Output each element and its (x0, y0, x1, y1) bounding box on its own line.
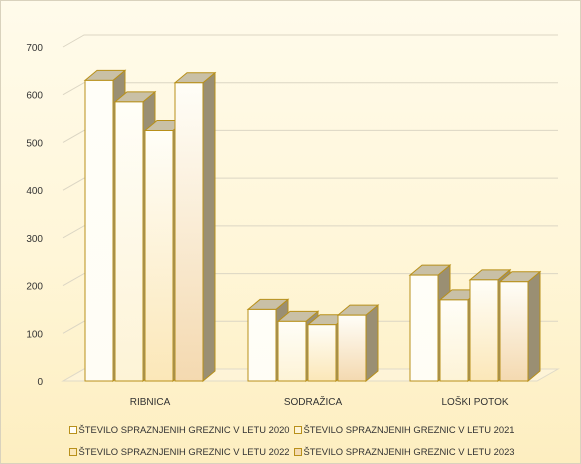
y-tick-label: 700 (26, 43, 43, 54)
bar (247, 308, 277, 382)
y-tick-label: 600 (26, 91, 43, 102)
bar (439, 299, 469, 382)
legend-swatch-2022 (68, 448, 77, 456)
gridline (62, 34, 558, 48)
gridline (62, 273, 558, 287)
legend-swatch-2020 (68, 426, 77, 434)
bar (337, 314, 367, 382)
x-tick-label: SODRAŽICA (284, 395, 343, 408)
legend-label-2020: ŠTEVILO SPRAZNJENIH GREZNIC V LETU 2020 (78, 424, 290, 435)
legend: ŠTEVILO SPRAZNJENIH GREZNIC V LETU 2020 … (1, 419, 581, 463)
bar (409, 274, 439, 382)
bar (144, 130, 174, 382)
legend-item-2020: ŠTEVILO SPRAZNJENIH GREZNIC V LETU 2020 (68, 419, 290, 441)
legend-item-2023: ŠTEVILO SPRAZNJENIH GREZNIC V LETU 2023 (293, 441, 515, 463)
legend-label-2023: ŠTEVILO SPRAZNJENIH GREZNIC V LETU 2023 (303, 446, 515, 457)
bar (499, 281, 529, 382)
legend-swatch-2023 (293, 448, 302, 456)
bar-chart: 0 100 200 300 400 500 600 700 RIBNICA SODRAŽICA LO… (26, 34, 560, 408)
bar (174, 82, 204, 382)
y-tick-label: 100 (26, 329, 43, 340)
gridline (62, 320, 558, 334)
bar (84, 79, 114, 382)
bar (307, 324, 337, 382)
bar (277, 320, 307, 382)
legend-swatch-2021 (293, 426, 302, 434)
legend-label-2021: ŠTEVILO SPRAZNJENIH GREZNIC V LETU 2021 (303, 424, 515, 435)
legend-item-2022: ŠTEVILO SPRAZNJENIH GREZNIC V LETU 2022 (68, 441, 290, 463)
bar-side (527, 270, 541, 383)
bar (114, 101, 144, 382)
gridline (62, 129, 558, 143)
legend-label-2022: ŠTEVILO SPRAZNJENIH GREZNIC V LETU 2022 (78, 446, 290, 457)
legend-row-2: ŠTEVILO SPRAZNJENIH GREZNIC V LETU 2022 … (1, 441, 581, 463)
gridline (62, 177, 558, 191)
bar-side (365, 304, 379, 383)
y-tick-label: 200 (26, 282, 43, 293)
y-tick-label: 500 (26, 138, 43, 149)
gridline (62, 82, 558, 96)
y-tick-label: 0 (37, 377, 43, 388)
gridline (62, 225, 558, 239)
legend-item-2021: ŠTEVILO SPRAZNJENIH GREZNIC V LETU 2021 (293, 419, 515, 441)
legend-row-1: ŠTEVILO SPRAZNJENIH GREZNIC V LETU 2020 … (1, 419, 581, 441)
x-tick-label: LOŠKI POTOK (441, 395, 508, 408)
y-tick-label: 300 (26, 234, 43, 245)
bar (469, 279, 499, 382)
x-tick-label: RIBNICA (130, 397, 171, 408)
y-tick-label: 400 (26, 186, 43, 197)
bar-side (202, 71, 216, 383)
